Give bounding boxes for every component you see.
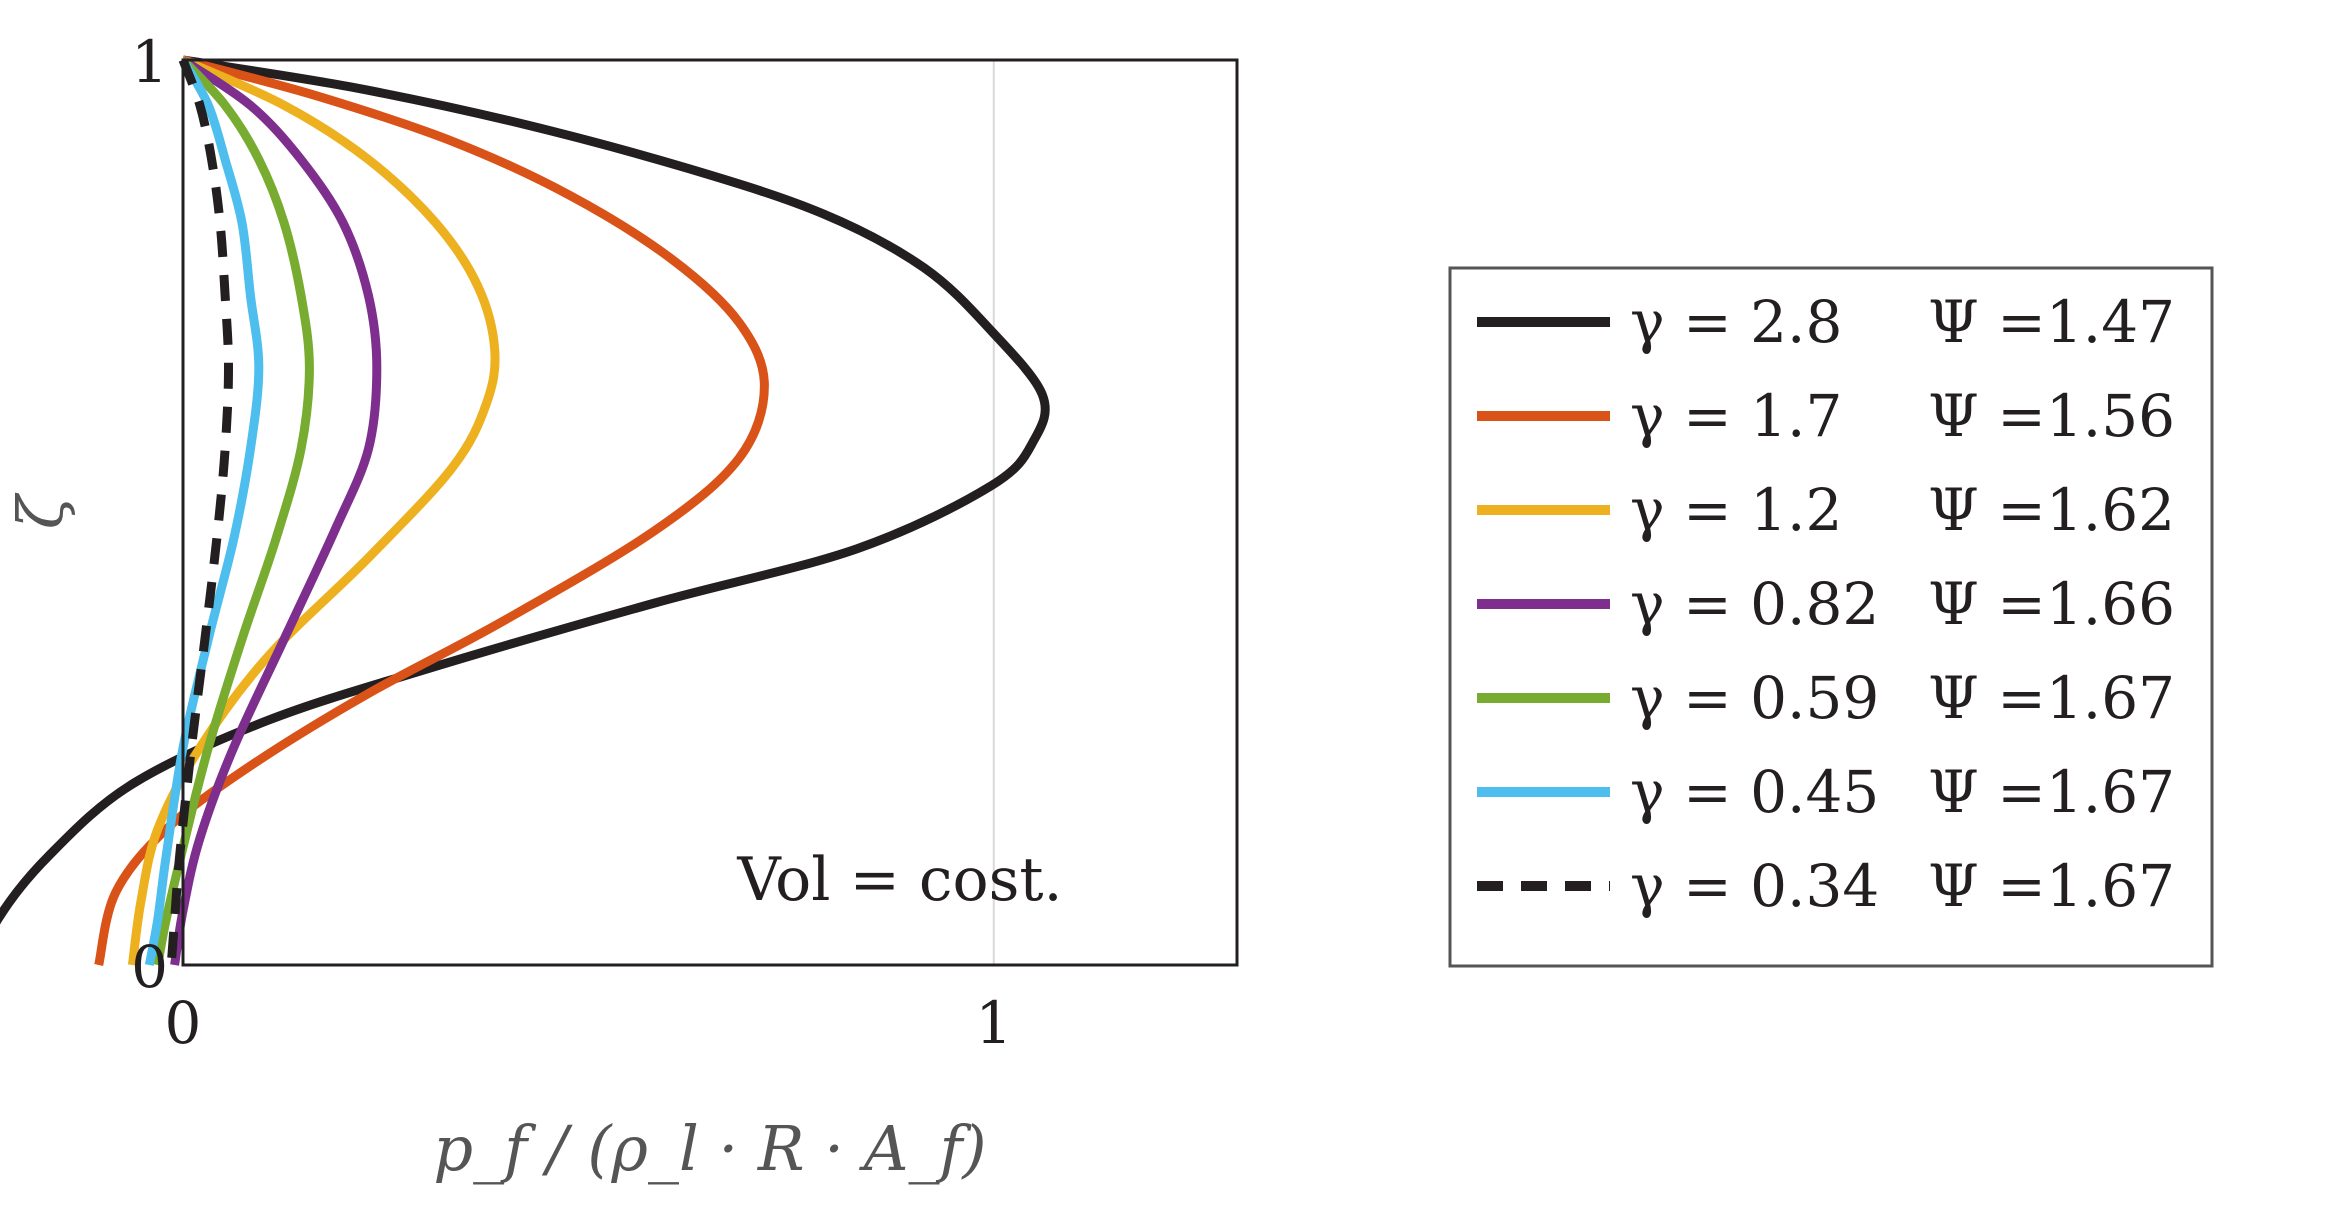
legend-gamma-2: γ = 1.2: [1630, 476, 1842, 544]
y-axis-label: ζ: [4, 492, 77, 529]
plot-frame: [181, 58, 1239, 967]
legend-psi-0: Ψ =1.47: [1928, 288, 2175, 356]
series-line-4: [153, 56, 314, 966]
legend-gamma-5: γ = 0.45: [1630, 758, 1879, 826]
legend-gamma-1: γ = 1.7: [1630, 382, 1842, 450]
legend-psi-2: Ψ =1.62: [1928, 476, 2175, 544]
x-tick-label-0: 0: [165, 989, 202, 1057]
legend-gamma-3: γ = 0.82: [1630, 570, 1879, 638]
series-line-0: [0, 55, 1050, 925]
x-axis-label: p_f / (ρ_l · R · A_f): [433, 1112, 986, 1185]
legend: γ = 2.8 Ψ =1.47 γ = 1.7 Ψ =1.56 γ = 1.2 Ψ =1.…: [1448, 266, 2214, 968]
legend-psi-6: Ψ =1.67: [1928, 852, 2175, 920]
y-tick-label-0: 0: [131, 933, 168, 1001]
legend-gamma-0: γ = 2.8: [1630, 288, 1842, 356]
legend-psi-5: Ψ =1.67: [1928, 758, 2175, 826]
annotation-vol-const: Vol = cost.: [736, 845, 1062, 915]
series-layer: [0, 55, 1050, 967]
legend-psi-3: Ψ =1.66: [1928, 570, 2175, 638]
legend-gamma-4: γ = 0.59: [1630, 664, 1879, 732]
series-line-6: [166, 58, 233, 966]
series-line-2: [127, 55, 500, 966]
legend-gamma-6: γ = 0.34: [1630, 852, 1879, 920]
legend-psi-4: Ψ =1.67: [1928, 664, 2175, 732]
legend-entries: γ = 2.8 Ψ =1.47 γ = 1.7 Ψ =1.56 γ = 1.2 Ψ =1.…: [1477, 288, 2175, 920]
y-tick-label-1: 1: [131, 28, 168, 96]
series-line-3: [170, 56, 382, 966]
series-line-5: [144, 57, 264, 966]
x-tick-label-1: 1: [975, 989, 1012, 1057]
legend-box: [1448, 266, 2214, 968]
legend-psi-1: Ψ =1.56: [1928, 382, 2175, 450]
